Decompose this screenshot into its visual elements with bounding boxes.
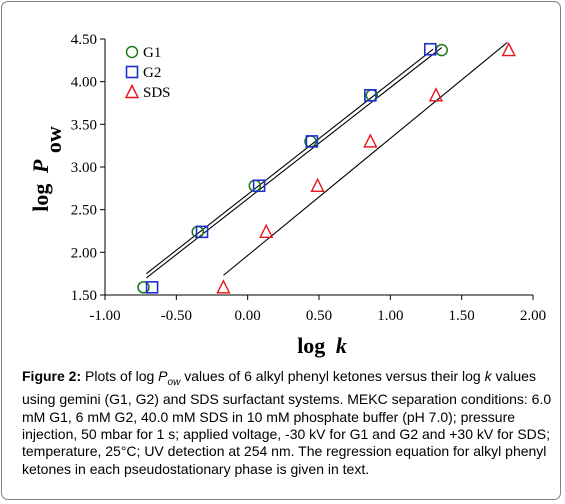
svg-text:log P ow: log P ow [28, 126, 66, 212]
legend-label-g1: G1 [143, 45, 161, 61]
point-g2 [195, 225, 209, 239]
x-tick-label: -0.50 [161, 308, 192, 324]
point-sds [501, 42, 516, 57]
point-sds [216, 279, 231, 294]
legend: G1 G2 SDS [124, 45, 171, 101]
y-tick-label: 4.00 [71, 75, 97, 91]
chart: 1.50 2.00 2.50 3.00 3.50 4.00 4.50 -1.00 -0.50 0.… [28, 32, 546, 358]
caption-text-2: values of 6 alkyl phenyl ketones versus … [180, 368, 485, 384]
x-tick-label: 1.00 [377, 308, 403, 324]
y-tick-label: 2.50 [71, 203, 97, 219]
caption-text-3: values using gemini (G1, G2) and SDS sur… [22, 368, 552, 477]
caption-pow-main: P [158, 368, 168, 384]
y-axis-title-log: log [28, 184, 53, 212]
point-g2 [364, 89, 377, 102]
point-g1 [191, 225, 204, 239]
caption-label: Figure 2: [22, 368, 82, 384]
regression-lines [146, 41, 508, 279]
fit-line-g1 [146, 47, 443, 279]
legend-label-g2: G2 [143, 65, 161, 81]
legend-marker-g2 [125, 65, 139, 79]
caption-pow-sub: ow [167, 376, 181, 388]
y-tick-label: 3.50 [71, 117, 97, 133]
point-g2 [423, 42, 437, 56]
y-axis-title-var: P [28, 159, 53, 174]
point-sds [428, 87, 444, 102]
point-g2 [252, 179, 266, 193]
x-axis-title-var: k [336, 333, 347, 358]
chart-axes: 1.50 2.00 2.50 3.00 3.50 4.00 4.50 -1.00 -0.50 0.… [71, 32, 546, 324]
point-sds [259, 223, 274, 239]
x-tick-label: 1.50 [449, 308, 475, 324]
x-axis-title-log: log [297, 333, 325, 358]
x-tick-label: 0.50 [306, 308, 332, 324]
legend-label-sds: SDS [143, 85, 171, 101]
x-tick-label: 2.00 [520, 308, 546, 324]
point-g1 [137, 281, 150, 294]
y-tick-label: 4.50 [71, 32, 97, 48]
point-g2 [145, 281, 159, 294]
y-tick-label: 3.00 [71, 160, 97, 176]
y-axis-title-sub: ow [41, 126, 66, 153]
y-tick-label: 1.50 [71, 288, 97, 304]
fit-line-g2 [146, 48, 434, 275]
x-tick-label: 0.00 [235, 308, 261, 324]
point-sds [363, 133, 378, 148]
x-tick-label: -1.00 [89, 308, 120, 324]
caption-text-1: Plots of log [81, 368, 159, 384]
y-tick-label: 2.00 [71, 245, 97, 261]
data-points [137, 42, 516, 294]
y-axis-title: log P ow [28, 126, 66, 212]
figure-caption: Figure 2: Plots of log Pow values of 6 a… [22, 368, 554, 478]
point-sds [310, 177, 325, 192]
fit-line-sds [223, 41, 508, 276]
legend-marker-sds [124, 83, 140, 99]
caption-k-var: k [484, 368, 492, 384]
point-g2 [305, 135, 319, 148]
legend-marker-g1 [125, 45, 139, 59]
x-axis-title: log k [297, 333, 347, 358]
